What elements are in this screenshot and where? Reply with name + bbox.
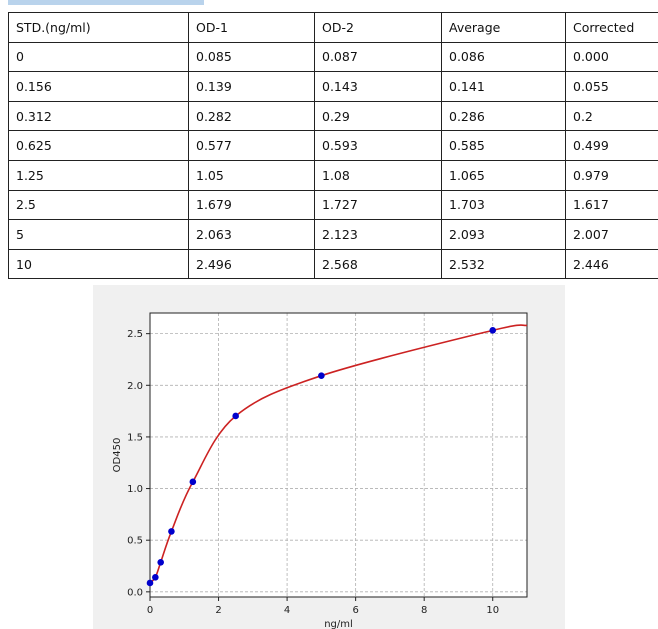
table-cell: 0.593 (314, 130, 442, 161)
table-cell: 1.08 (314, 159, 442, 191)
x-tick-label: 0 (147, 605, 153, 616)
table-row: 0 0.085 0.087 0.086 0.000 (8, 41, 658, 73)
y-tick-label: 1.5 (127, 432, 143, 443)
table-cell: 1.679 (188, 189, 315, 221)
x-tick-label: 8 (421, 605, 427, 616)
data-point (318, 372, 325, 379)
table-cell: 0.282 (188, 100, 315, 132)
table-cell: 0.055 (565, 71, 658, 102)
table-header-cell: OD-2 (314, 12, 442, 43)
table-cell: 2.496 (188, 248, 315, 280)
x-axis-label: ng/ml (324, 619, 353, 629)
data-point (232, 412, 239, 420)
table-cell: 0.286 (441, 100, 566, 132)
table-cell: 0.577 (188, 130, 315, 161)
header-strip (8, 0, 204, 5)
table-row: 2.5 1.679 1.727 1.703 1.617 (8, 189, 658, 221)
y-tick-label: 0.0 (127, 587, 143, 598)
standard-curve-chart: 0 2 4 6 8 10 0.0 0.5 1.0 1.5 2.0 2.5 ng/ml OD450 (112, 312, 528, 629)
y-tick-label: 2.0 (127, 381, 143, 392)
table-cell: 0.141 (441, 71, 566, 102)
table-cell: 0.585 (441, 130, 566, 161)
table-cell: 1.703 (441, 189, 566, 221)
table-header-cell: Corrected (565, 12, 658, 43)
data-point (152, 573, 159, 581)
table-cell: 1.617 (565, 189, 658, 221)
data-point (189, 478, 197, 486)
y-tick-label: 2.5 (127, 329, 143, 340)
table-row: 10 2.496 2.568 2.532 2.446 (8, 248, 658, 280)
table-header-cell: STD.(ng/ml) (8, 12, 189, 43)
table-cell: 0.087 (314, 41, 442, 73)
table-cell: 2.093 (441, 219, 566, 250)
table-cell: 0.625 (8, 130, 189, 161)
x-tick-label: 6 (352, 605, 358, 616)
x-tick-label: 2 (215, 605, 221, 616)
data-point (157, 559, 164, 566)
table-cell: 1.05 (188, 159, 315, 191)
table-cell: 2.123 (314, 219, 442, 250)
table-cell: 1.065 (441, 159, 566, 191)
table-row: 0.312 0.282 0.29 0.286 0.2 (8, 100, 658, 132)
table-cell: 0.156 (8, 71, 189, 102)
table-row: 0.625 0.577 0.593 0.585 0.499 (8, 130, 658, 161)
data-point (168, 528, 175, 535)
data-point (489, 327, 497, 334)
table-cell: 0.143 (314, 71, 442, 102)
table-cell: 0.979 (565, 159, 658, 191)
table-cell: 5 (8, 219, 189, 250)
chart-panel: 0 2 4 6 8 10 0.0 0.5 1.0 1.5 2.0 2.5 ng/ml OD450 (93, 285, 565, 629)
x-tick-label: 10 (486, 605, 499, 616)
fit-curve (149, 324, 528, 584)
standard-curve-table: STD.(ng/ml) OD-1 OD-2 Average Corrected 0 0.08… (8, 12, 658, 280)
table-cell: 0.000 (565, 41, 658, 73)
table-cell: 2.007 (565, 219, 658, 250)
table-cell: 0.29 (314, 100, 442, 132)
table-cell: 0.312 (8, 100, 189, 132)
table-header-cell: OD-1 (188, 12, 315, 43)
table-cell: 2.568 (314, 248, 442, 280)
table-header-row: STD.(ng/ml) OD-1 OD-2 Average Corrected (8, 12, 658, 43)
plot-frame (149, 312, 528, 598)
y-tick-label: 1.0 (127, 484, 143, 495)
table-row: 0.156 0.139 0.143 0.141 0.055 (8, 71, 658, 102)
data-point (146, 579, 154, 587)
table-cell: 2.446 (565, 248, 658, 280)
plot-area (150, 313, 527, 597)
table-cell: 2.532 (441, 248, 566, 280)
y-axis-label: OD450 (112, 438, 123, 473)
table-cell: 2.063 (188, 219, 315, 250)
table-cell: 0.499 (565, 130, 658, 161)
table-cell: 0.2 (565, 100, 658, 132)
table-row: 1.25 1.05 1.08 1.065 0.979 (8, 159, 658, 191)
table-cell: 1.25 (8, 159, 189, 191)
table-cell: 0.086 (441, 41, 566, 73)
table-cell: 2.5 (8, 189, 189, 221)
table-header-cell: Average (441, 12, 566, 43)
table-cell: 0 (8, 41, 189, 73)
table-cell: 0.085 (188, 41, 315, 73)
table-cell: 10 (8, 248, 189, 280)
table-cell: 0.139 (188, 71, 315, 102)
table-cell: 1.727 (314, 189, 442, 221)
y-tick-label: 0.5 (127, 536, 143, 547)
x-tick-label: 4 (284, 605, 290, 616)
table-row: 5 2.063 2.123 2.093 2.007 (8, 219, 658, 250)
